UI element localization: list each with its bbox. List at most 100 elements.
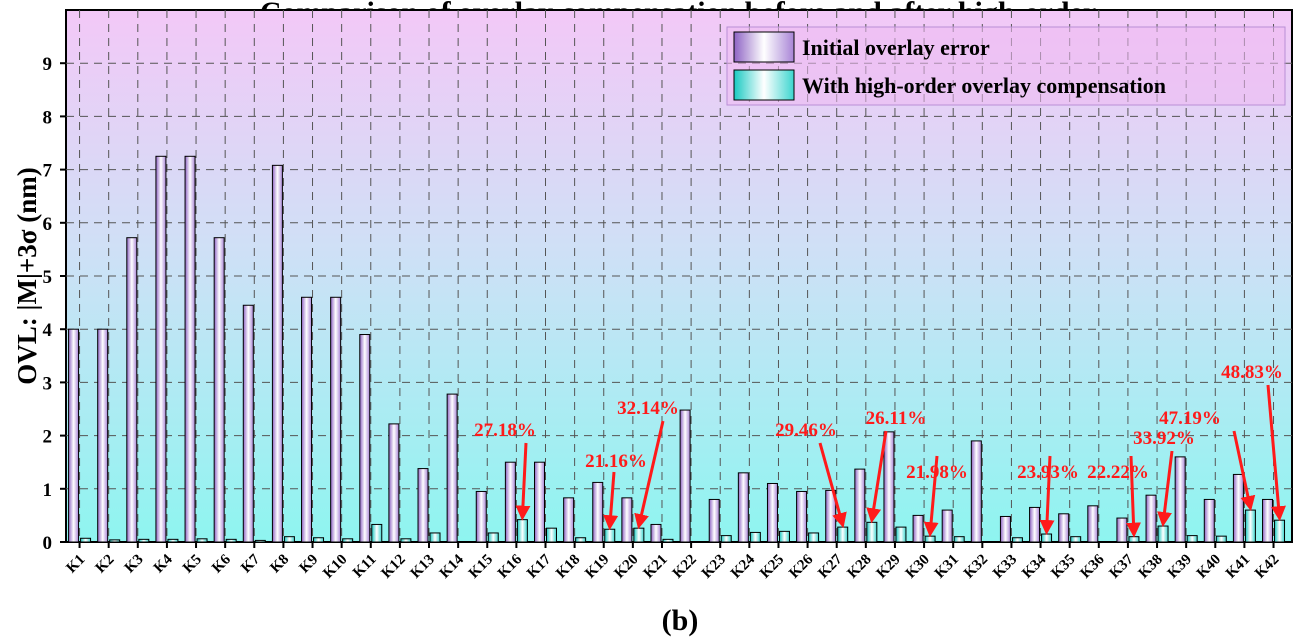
x-tick-label: K42 (1252, 552, 1282, 582)
bar-initial (1174, 456, 1186, 543)
x-tick-label: K28 (844, 552, 874, 582)
bar-compensated (866, 521, 878, 543)
annotation-arrow (515, 442, 531, 521)
bar-compensated (953, 536, 965, 543)
x-tick-label: K8 (267, 552, 292, 577)
x-tick-label: K27 (815, 551, 846, 582)
legend-swatch-compensated (733, 69, 795, 101)
bar-compensated (604, 528, 616, 543)
y-tick-label: 0 (43, 533, 53, 554)
bar-compensated (1070, 536, 1082, 543)
x-tick-label: K35 (1048, 552, 1078, 582)
x-tick-label: K24 (728, 551, 759, 582)
bar-initial (242, 304, 254, 543)
y-tick-label: 8 (43, 107, 53, 128)
bar-compensated (1244, 509, 1256, 543)
bar-compensated (778, 530, 790, 543)
bar-initial (650, 523, 662, 543)
y-tick-label: 6 (43, 214, 53, 235)
bar-compensated (575, 537, 587, 543)
bar-initial (126, 237, 138, 543)
x-tick-label: K5 (180, 552, 205, 577)
bar-compensated (1274, 519, 1286, 543)
bar-compensated (1041, 533, 1053, 543)
bar-compensated (1157, 525, 1169, 543)
x-tick-label: K12 (379, 552, 409, 582)
bar-initial (737, 472, 749, 543)
x-tick-label: K1 (64, 552, 89, 577)
x-tick-label: K29 (874, 552, 904, 582)
annotation-label: 29.46% (775, 420, 837, 441)
bar-initial (1058, 513, 1070, 543)
x-tick-label: K41 (1223, 552, 1253, 582)
bar-initial (213, 237, 225, 543)
bar-initial (1262, 498, 1274, 543)
bar-initial (1232, 473, 1244, 543)
annotation-arrow (866, 430, 888, 524)
bar-compensated (633, 527, 645, 543)
bar-initial (155, 155, 167, 543)
annotation-label: 32.14% (617, 398, 679, 419)
x-tick-label: K21 (641, 552, 671, 582)
annotation-arrow (1266, 384, 1286, 522)
bar-compensated (342, 538, 354, 543)
x-tick-label: K26 (786, 551, 817, 582)
x-tick-label: K25 (757, 552, 787, 582)
annotation-label: 23.93% (1017, 462, 1079, 483)
y-tick-label: 7 (43, 161, 53, 182)
bar-compensated (429, 532, 441, 543)
x-tick-label: K3 (122, 552, 147, 577)
x-tick-label: K38 (1136, 552, 1166, 582)
bar-compensated (545, 527, 557, 543)
bar-compensated (313, 537, 325, 543)
bar-initial (766, 482, 778, 543)
bar-initial (1087, 505, 1099, 543)
y-tick-label: 2 (43, 427, 53, 448)
annotation-label: 48.83% (1221, 362, 1283, 383)
x-tick-label: K19 (582, 552, 612, 582)
bar-compensated (1215, 535, 1227, 543)
bar-initial (330, 296, 342, 543)
x-tick-label: K31 (932, 552, 962, 582)
bar-initial (271, 164, 283, 543)
y-tick-label: 4 (43, 320, 53, 341)
bar-initial (1029, 506, 1041, 543)
bar-initial (883, 431, 895, 543)
bar-compensated (225, 538, 237, 543)
annotation-label: 26.11% (866, 408, 927, 429)
annotation-arrow (1157, 450, 1174, 528)
bar-compensated (1128, 536, 1140, 543)
bar-initial (417, 468, 429, 543)
bar-initial (533, 461, 545, 543)
y-tick-label: 9 (43, 54, 53, 75)
x-tick-label: K20 (612, 552, 642, 582)
x-tick-label: K17 (524, 551, 555, 582)
bar-compensated (1186, 535, 1198, 543)
annotation-arrow (634, 420, 665, 530)
subplot-label: (b) (662, 604, 699, 637)
bar-initial (504, 461, 516, 543)
x-tick-label: K23 (699, 552, 729, 582)
x-tick-label: K39 (1165, 552, 1195, 582)
bar-initial (592, 481, 604, 543)
annotation-label: 47.19% (1159, 408, 1221, 429)
x-tick-label: K4 (151, 551, 176, 576)
bar-compensated (138, 538, 150, 543)
legend: Initial overlay error With high-order ov… (726, 26, 1286, 106)
bar-initial (184, 155, 196, 543)
bar-initial (563, 497, 575, 543)
bar-compensated (109, 539, 121, 543)
x-tick-label: K36 (1077, 551, 1108, 582)
x-tick-label: K14 (437, 551, 468, 582)
bar-initial (1145, 494, 1157, 543)
bar-compensated (400, 538, 412, 543)
bar-compensated (254, 539, 266, 543)
x-tick-label: K22 (670, 552, 700, 582)
annotation-label: 21.98% (906, 462, 968, 483)
bar-initial (708, 498, 720, 543)
x-tick-label: K34 (1019, 551, 1050, 582)
y-tick-label: 3 (43, 373, 53, 394)
legend-box (726, 26, 1286, 106)
legend-swatch-initial (733, 31, 795, 63)
